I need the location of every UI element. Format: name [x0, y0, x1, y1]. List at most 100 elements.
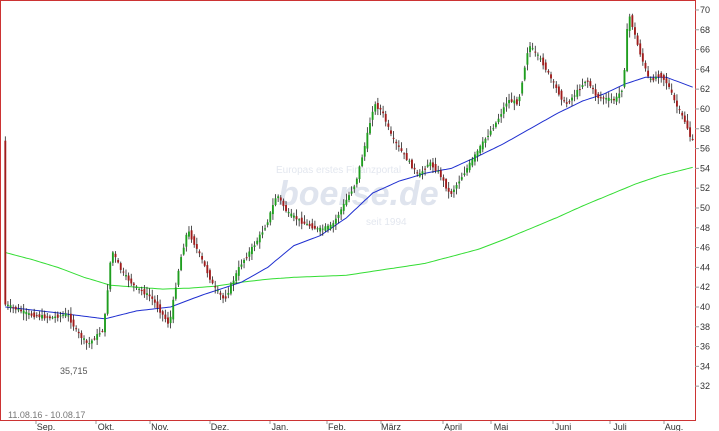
- candle: [350, 186, 353, 196]
- candle-body-up: [106, 290, 109, 314]
- candle-body-up: [240, 264, 243, 267]
- candle-body-down: [411, 159, 413, 169]
- candle: [20, 305, 22, 314]
- ma-slow-line: [5, 166, 693, 290]
- candle-body-up: [584, 81, 587, 84]
- ma-fast-line: [5, 76, 693, 320]
- candle-body-down: [195, 244, 198, 249]
- candle: [277, 194, 280, 202]
- candle: [9, 299, 12, 313]
- candle-body-up: [437, 170, 440, 172]
- y-tick-label: 50: [700, 203, 710, 213]
- candle-body-up: [481, 141, 484, 150]
- candle-body-down: [586, 80, 589, 82]
- candle: [222, 292, 225, 304]
- candle-body-down: [560, 90, 563, 100]
- candle-body-down: [167, 317, 169, 324]
- candle-body-down: [295, 216, 298, 220]
- candle: [647, 65, 650, 79]
- candle-body-down: [683, 115, 686, 122]
- candle-body-up: [266, 222, 269, 225]
- candle: [592, 85, 594, 94]
- candle: [219, 290, 222, 300]
- candle: [376, 97, 379, 116]
- candle-body-down: [77, 331, 80, 334]
- candle: [319, 225, 322, 236]
- candle-body-down: [211, 279, 214, 284]
- candle: [392, 131, 395, 144]
- candle: [526, 47, 529, 71]
- candle-body-down: [686, 120, 689, 129]
- candle-body-down: [382, 111, 385, 114]
- candle: [673, 92, 676, 104]
- candle: [51, 315, 54, 320]
- candle: [30, 310, 33, 318]
- y-tick-label: 44: [700, 262, 710, 272]
- candle: [379, 104, 382, 116]
- candle: [72, 314, 75, 331]
- candle-body-down: [657, 74, 660, 77]
- candle-body-up: [98, 333, 101, 335]
- candles-layer: [4, 13, 694, 350]
- candle-body-down: [641, 53, 644, 62]
- candle: [227, 287, 230, 299]
- candle-body-down: [416, 172, 419, 174]
- candle-body-up: [473, 154, 476, 162]
- candle: [563, 96, 566, 103]
- candle: [224, 289, 227, 302]
- candle: [371, 106, 374, 127]
- candle: [300, 211, 303, 230]
- candle: [602, 95, 605, 105]
- candle-body-down: [392, 137, 395, 139]
- candle: [631, 13, 634, 30]
- y-tick-label: 58: [700, 124, 710, 134]
- candle-body-up: [476, 150, 479, 157]
- candle-body-down: [38, 314, 41, 318]
- candle: [578, 84, 581, 97]
- candle: [80, 330, 83, 345]
- candle: [308, 220, 311, 229]
- candle: [405, 148, 408, 161]
- y-tick-label: 34: [700, 361, 710, 371]
- candle: [641, 48, 644, 66]
- candle: [316, 226, 319, 233]
- candle-body-up: [655, 76, 657, 79]
- candle-body-down: [379, 107, 382, 110]
- candle: [505, 97, 508, 112]
- candle: [531, 42, 534, 51]
- candle-body-down: [303, 221, 306, 224]
- candle: [69, 307, 72, 329]
- candle-body-up: [361, 157, 364, 167]
- candle: [424, 165, 427, 176]
- candle: [174, 282, 177, 301]
- candle-body-up: [109, 262, 112, 290]
- x-tick-label: Okt.: [98, 422, 115, 431]
- candle-body-up: [327, 225, 329, 230]
- candle: [201, 252, 204, 264]
- candle: [146, 286, 148, 300]
- candle-body-down: [636, 35, 639, 45]
- date-range-label: 11.08.16 - 10.08.17: [8, 410, 85, 420]
- candle: [43, 310, 46, 321]
- candle: [665, 73, 668, 90]
- candle-body-up: [366, 132, 369, 149]
- candle: [568, 99, 571, 105]
- candle-body-down: [652, 77, 655, 81]
- candle: [476, 149, 479, 162]
- x-tick-label: Juli: [613, 422, 627, 431]
- candle-body-up: [41, 315, 43, 319]
- x-tick-label: Mai: [494, 422, 509, 431]
- candle-body-up: [258, 234, 261, 243]
- candle: [93, 335, 96, 341]
- candle: [332, 220, 335, 233]
- candle: [544, 59, 547, 73]
- candle-body-up: [298, 219, 301, 221]
- candle: [77, 328, 80, 339]
- y-tick-label: 32: [700, 381, 710, 391]
- candle-body-down: [117, 260, 120, 263]
- candle-body-up: [67, 315, 70, 317]
- candle-body-down: [4, 140, 7, 305]
- y-tick-label: 56: [700, 144, 710, 154]
- candle-body-up: [463, 173, 466, 175]
